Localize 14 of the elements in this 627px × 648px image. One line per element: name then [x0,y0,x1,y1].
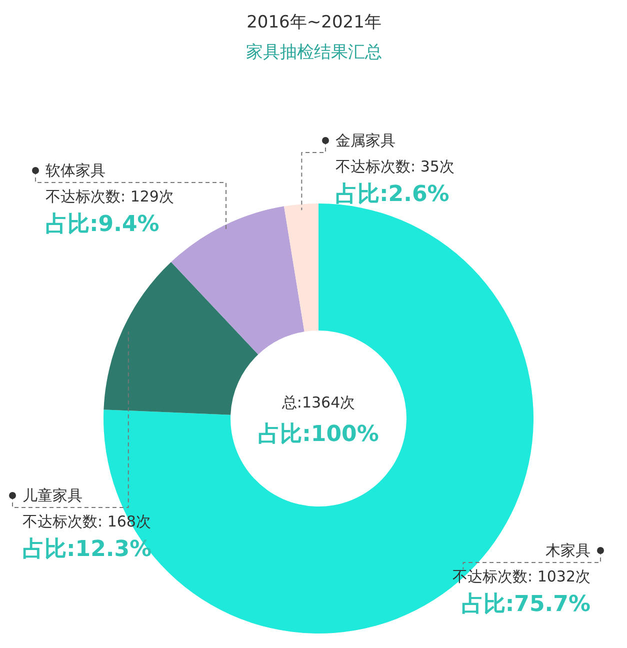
chart-title: 2016年~2021年 [246,12,382,32]
slice-label: 木家具 [546,542,590,560]
text: 占比:12.3% [22,537,152,562]
slice-label: 儿童家具 [22,486,82,504]
slice-label: 软体家具 [46,162,106,180]
chart-subtitle: 家具抽检结果汇总 [246,42,382,62]
data-label: 不达标次数: 129次 [46,188,174,206]
slice-label: 金属家具 [336,132,396,150]
text: 占比:2.6% [336,182,450,207]
text: 占比:100% [258,422,379,447]
text: 占比:9.4% [46,212,160,237]
text: 占比:75.7% [461,592,591,617]
data-label: 不达标次数: 35次 [336,158,454,176]
text: 总:1364次 [280,394,356,412]
